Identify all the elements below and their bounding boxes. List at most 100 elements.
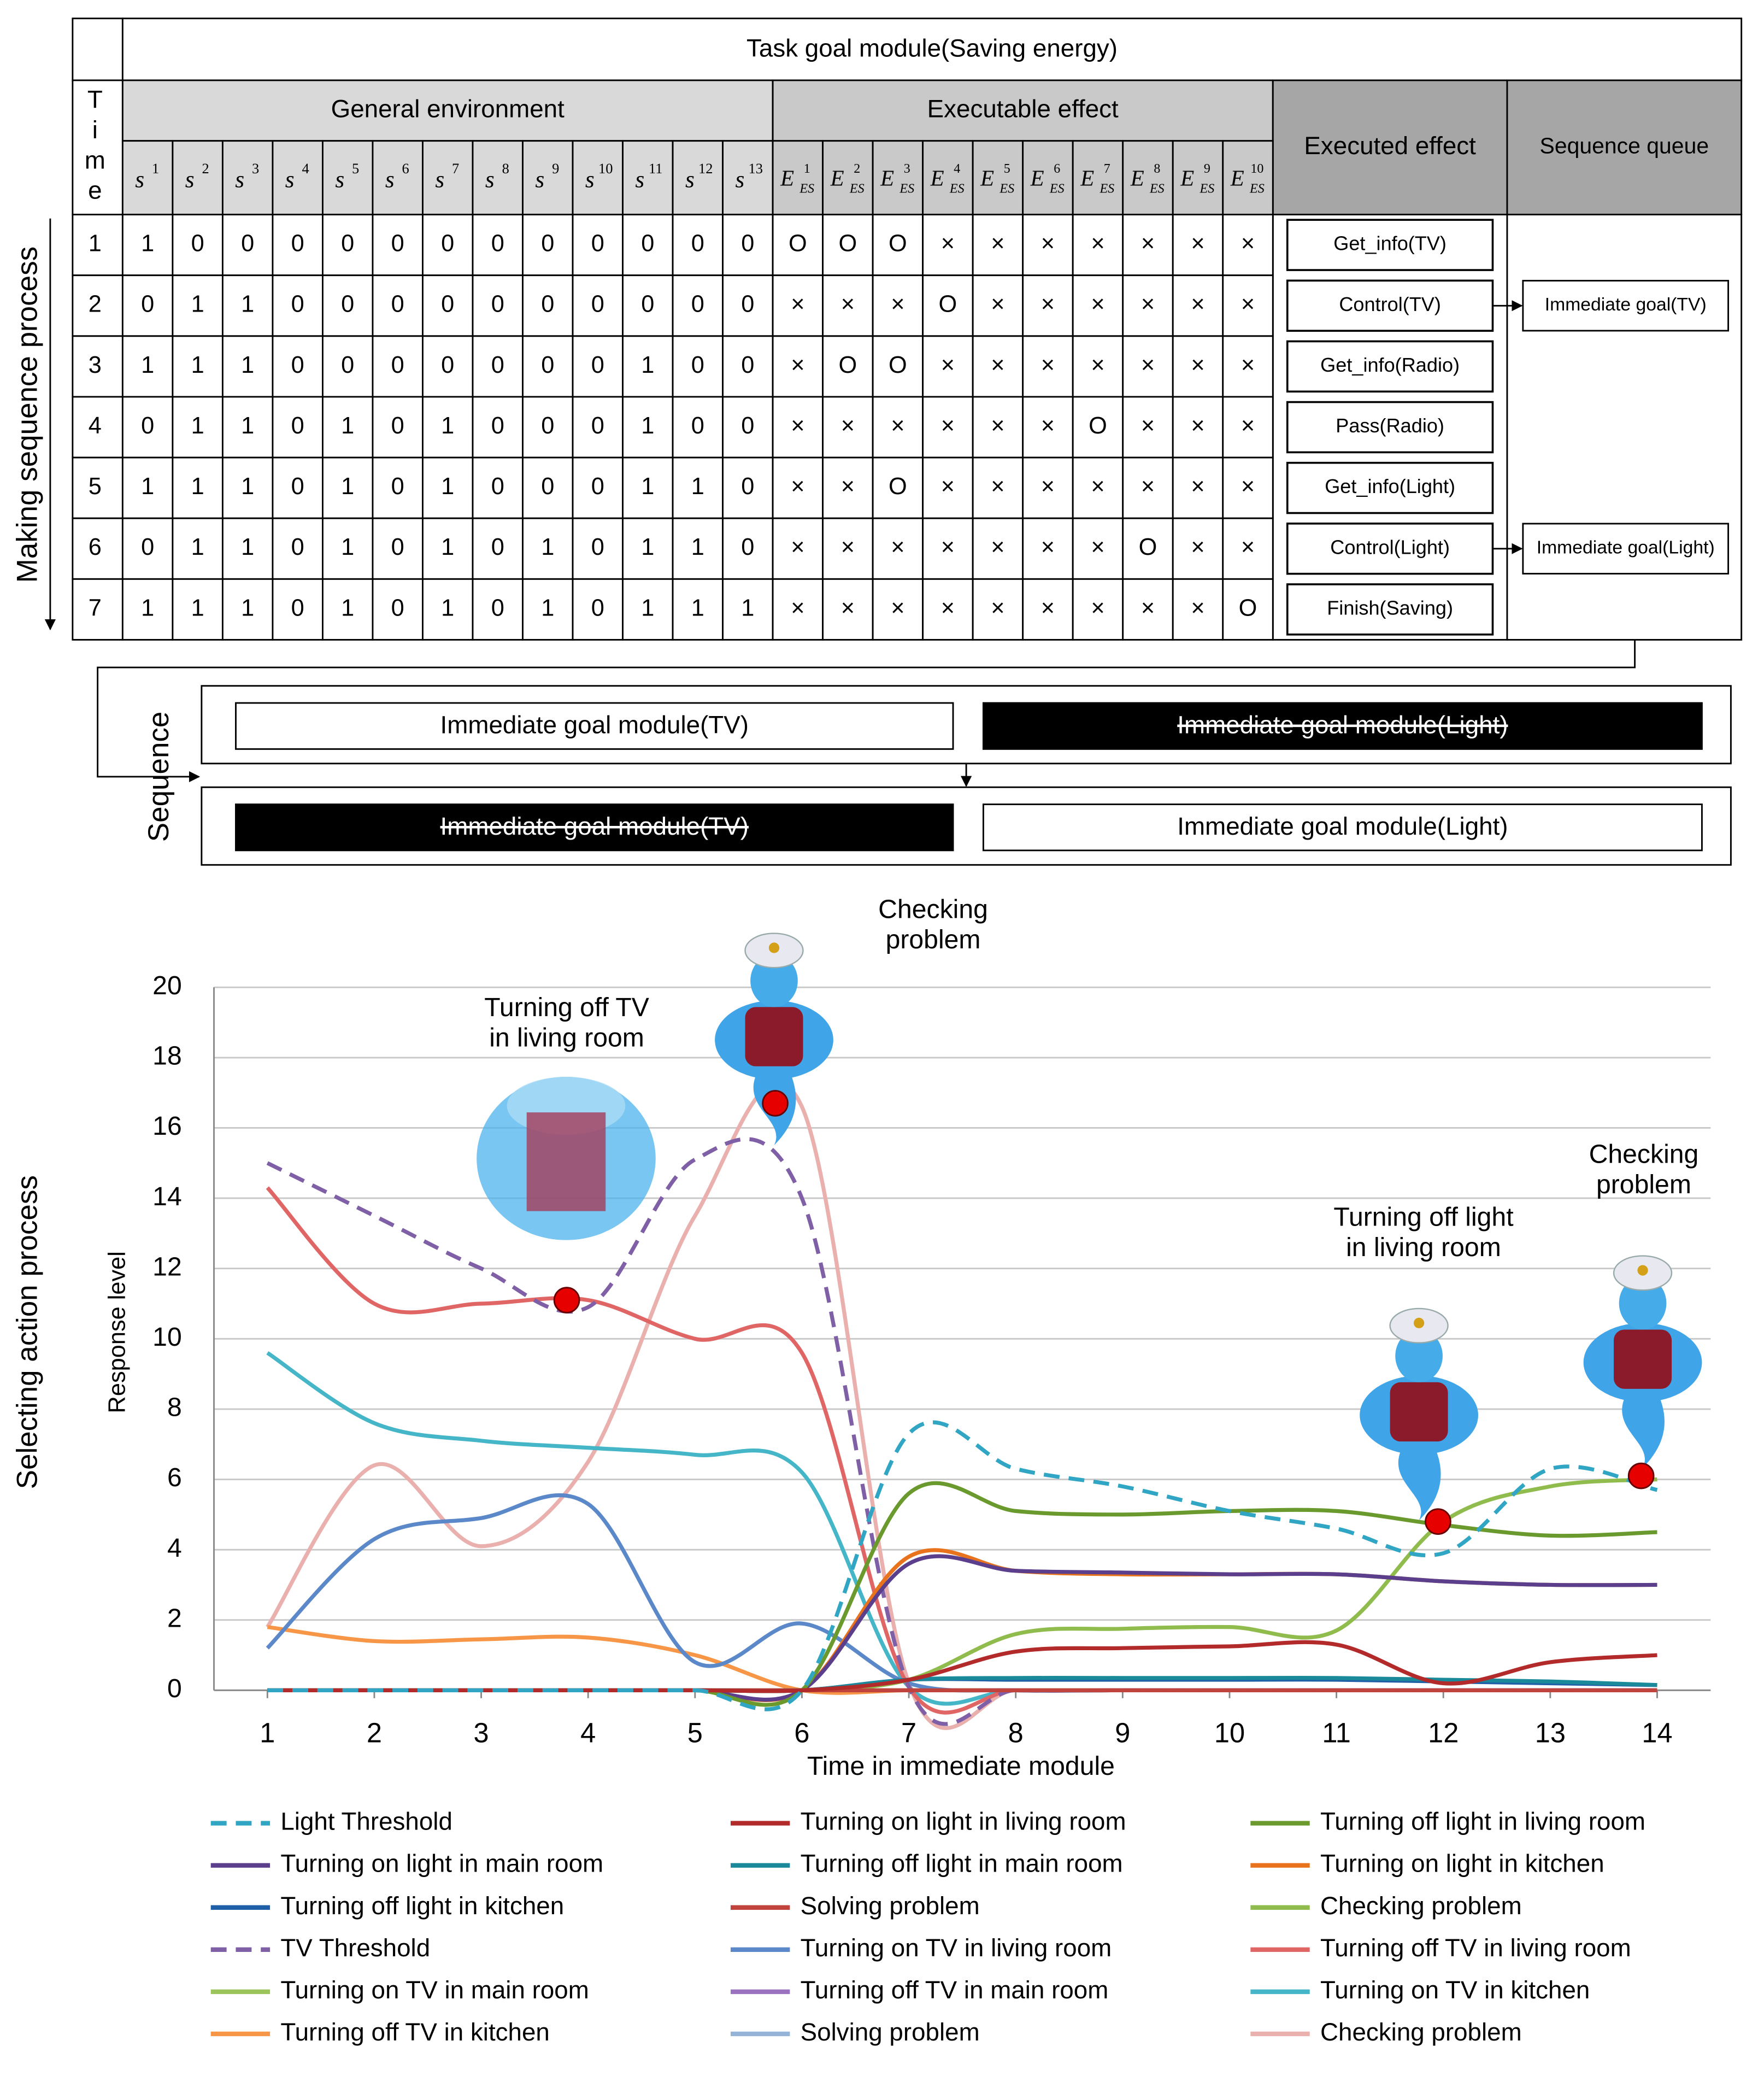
s-value: 0 — [341, 291, 354, 318]
e-header-sup: 1 — [804, 162, 810, 176]
e-value: × — [1041, 231, 1055, 257]
time-value: 2 — [89, 291, 102, 318]
e-cell — [1072, 396, 1124, 459]
s-cell — [522, 274, 574, 337]
e-header-sup: 10 — [1250, 162, 1263, 176]
s-value: 0 — [741, 473, 754, 500]
time-value: 1 — [89, 231, 102, 257]
time-value: 3 — [89, 352, 102, 378]
time-value: 6 — [89, 534, 102, 560]
genie-illustration — [715, 933, 833, 1146]
time-header-letter: i — [92, 116, 98, 144]
legend-label: Turning off light in main room — [801, 1850, 1123, 1878]
queue-header: Sequence queue — [1540, 133, 1709, 159]
s-value: 1 — [191, 534, 204, 560]
highlight-point — [762, 1090, 789, 1117]
group-header: Executable effect — [927, 95, 1119, 122]
legend-label: Turning on light in main room — [280, 1850, 603, 1878]
s-header-base: s — [735, 166, 744, 192]
s-value: 0 — [141, 413, 154, 439]
x-tick-label: 7 — [901, 1717, 916, 1749]
s-value: 0 — [691, 413, 704, 439]
s-value: 0 — [441, 291, 454, 318]
legend-label: Turning on TV in kitchen — [1320, 1976, 1590, 2004]
e-cell — [1022, 274, 1074, 337]
genie-head — [1619, 1277, 1667, 1330]
s-value: 1 — [341, 595, 354, 621]
s-value: 1 — [241, 473, 254, 500]
sequence-item-label: Immediate goal module(TV) — [440, 812, 749, 840]
s-cell — [221, 578, 274, 641]
sequence-item-label: Immediate goal module(TV) — [440, 711, 749, 738]
s-value: 1 — [241, 534, 254, 560]
sequence-item — [235, 804, 954, 852]
s-value: 0 — [591, 413, 604, 439]
s-value: 0 — [391, 231, 404, 257]
e-value: O — [889, 231, 907, 257]
e-header-cell — [1072, 140, 1124, 216]
y-tick-label: 8 — [167, 1393, 182, 1422]
effect-label: Get_info(Light) — [1325, 475, 1455, 497]
s-value: 0 — [591, 534, 604, 560]
s-value: 1 — [141, 595, 154, 621]
s-cell — [472, 214, 524, 277]
e-header-base: E — [930, 166, 944, 190]
e-value: × — [1091, 352, 1104, 378]
y-tick-label: 6 — [167, 1463, 182, 1492]
s-cell — [572, 456, 624, 519]
e-value: × — [1091, 595, 1104, 621]
s-cell — [221, 456, 274, 519]
s-cell — [422, 396, 474, 459]
s-cell — [522, 456, 574, 519]
legend-label: Turning on TV in main room — [280, 1976, 589, 2004]
e-cell — [1222, 214, 1274, 277]
e-header-sub: ES — [1249, 181, 1265, 196]
e-cell — [972, 335, 1024, 398]
effect-box — [1286, 279, 1494, 332]
e-cell — [1122, 335, 1174, 398]
smoke-core — [526, 1112, 606, 1211]
e-value: × — [891, 595, 904, 621]
queue-box — [1522, 280, 1730, 332]
s-value: 0 — [241, 231, 254, 257]
x-tick-label: 6 — [794, 1717, 809, 1749]
e-cell — [1072, 214, 1124, 277]
s-value: 0 — [741, 413, 754, 439]
e-value: × — [1141, 413, 1155, 439]
effect-box — [1286, 583, 1494, 636]
e-value: × — [1041, 352, 1055, 378]
e-value: × — [1191, 534, 1204, 560]
s-value: 0 — [341, 352, 354, 378]
e-cell — [1122, 274, 1174, 337]
s-cell — [272, 335, 324, 398]
e-header-sup: 7 — [1104, 162, 1110, 176]
highlight-point — [553, 1287, 580, 1313]
s-header-base: s — [585, 166, 595, 192]
e-cell — [922, 578, 974, 641]
e-header-sub: ES — [799, 181, 814, 196]
genie-tail — [1622, 1388, 1665, 1468]
s-value: 1 — [691, 595, 704, 621]
e-value: O — [889, 473, 907, 500]
legend-label: Turning off light in living room — [1320, 1808, 1645, 1835]
s-value: 0 — [291, 291, 304, 318]
e-value: × — [941, 534, 955, 560]
s-value: 1 — [191, 595, 204, 621]
s-cell — [422, 456, 474, 519]
e-value: × — [891, 291, 904, 318]
e-value: × — [791, 413, 804, 439]
s-value: 1 — [691, 473, 704, 500]
time-header-cell — [72, 79, 124, 216]
time-cell — [72, 396, 124, 459]
e-value: × — [1241, 352, 1255, 378]
legend-label: Turning on TV in living room — [801, 1934, 1112, 1962]
s-cell — [372, 396, 424, 459]
genie-vest — [745, 1007, 803, 1066]
e-cell — [1222, 335, 1274, 398]
e-header-sup: 3 — [904, 162, 910, 176]
s-header-base: s — [435, 166, 444, 192]
s-cell — [121, 214, 174, 277]
s-value: 0 — [191, 231, 204, 257]
executed-header: Executed effect — [1304, 132, 1476, 160]
y-tick-label: 12 — [152, 1252, 182, 1281]
